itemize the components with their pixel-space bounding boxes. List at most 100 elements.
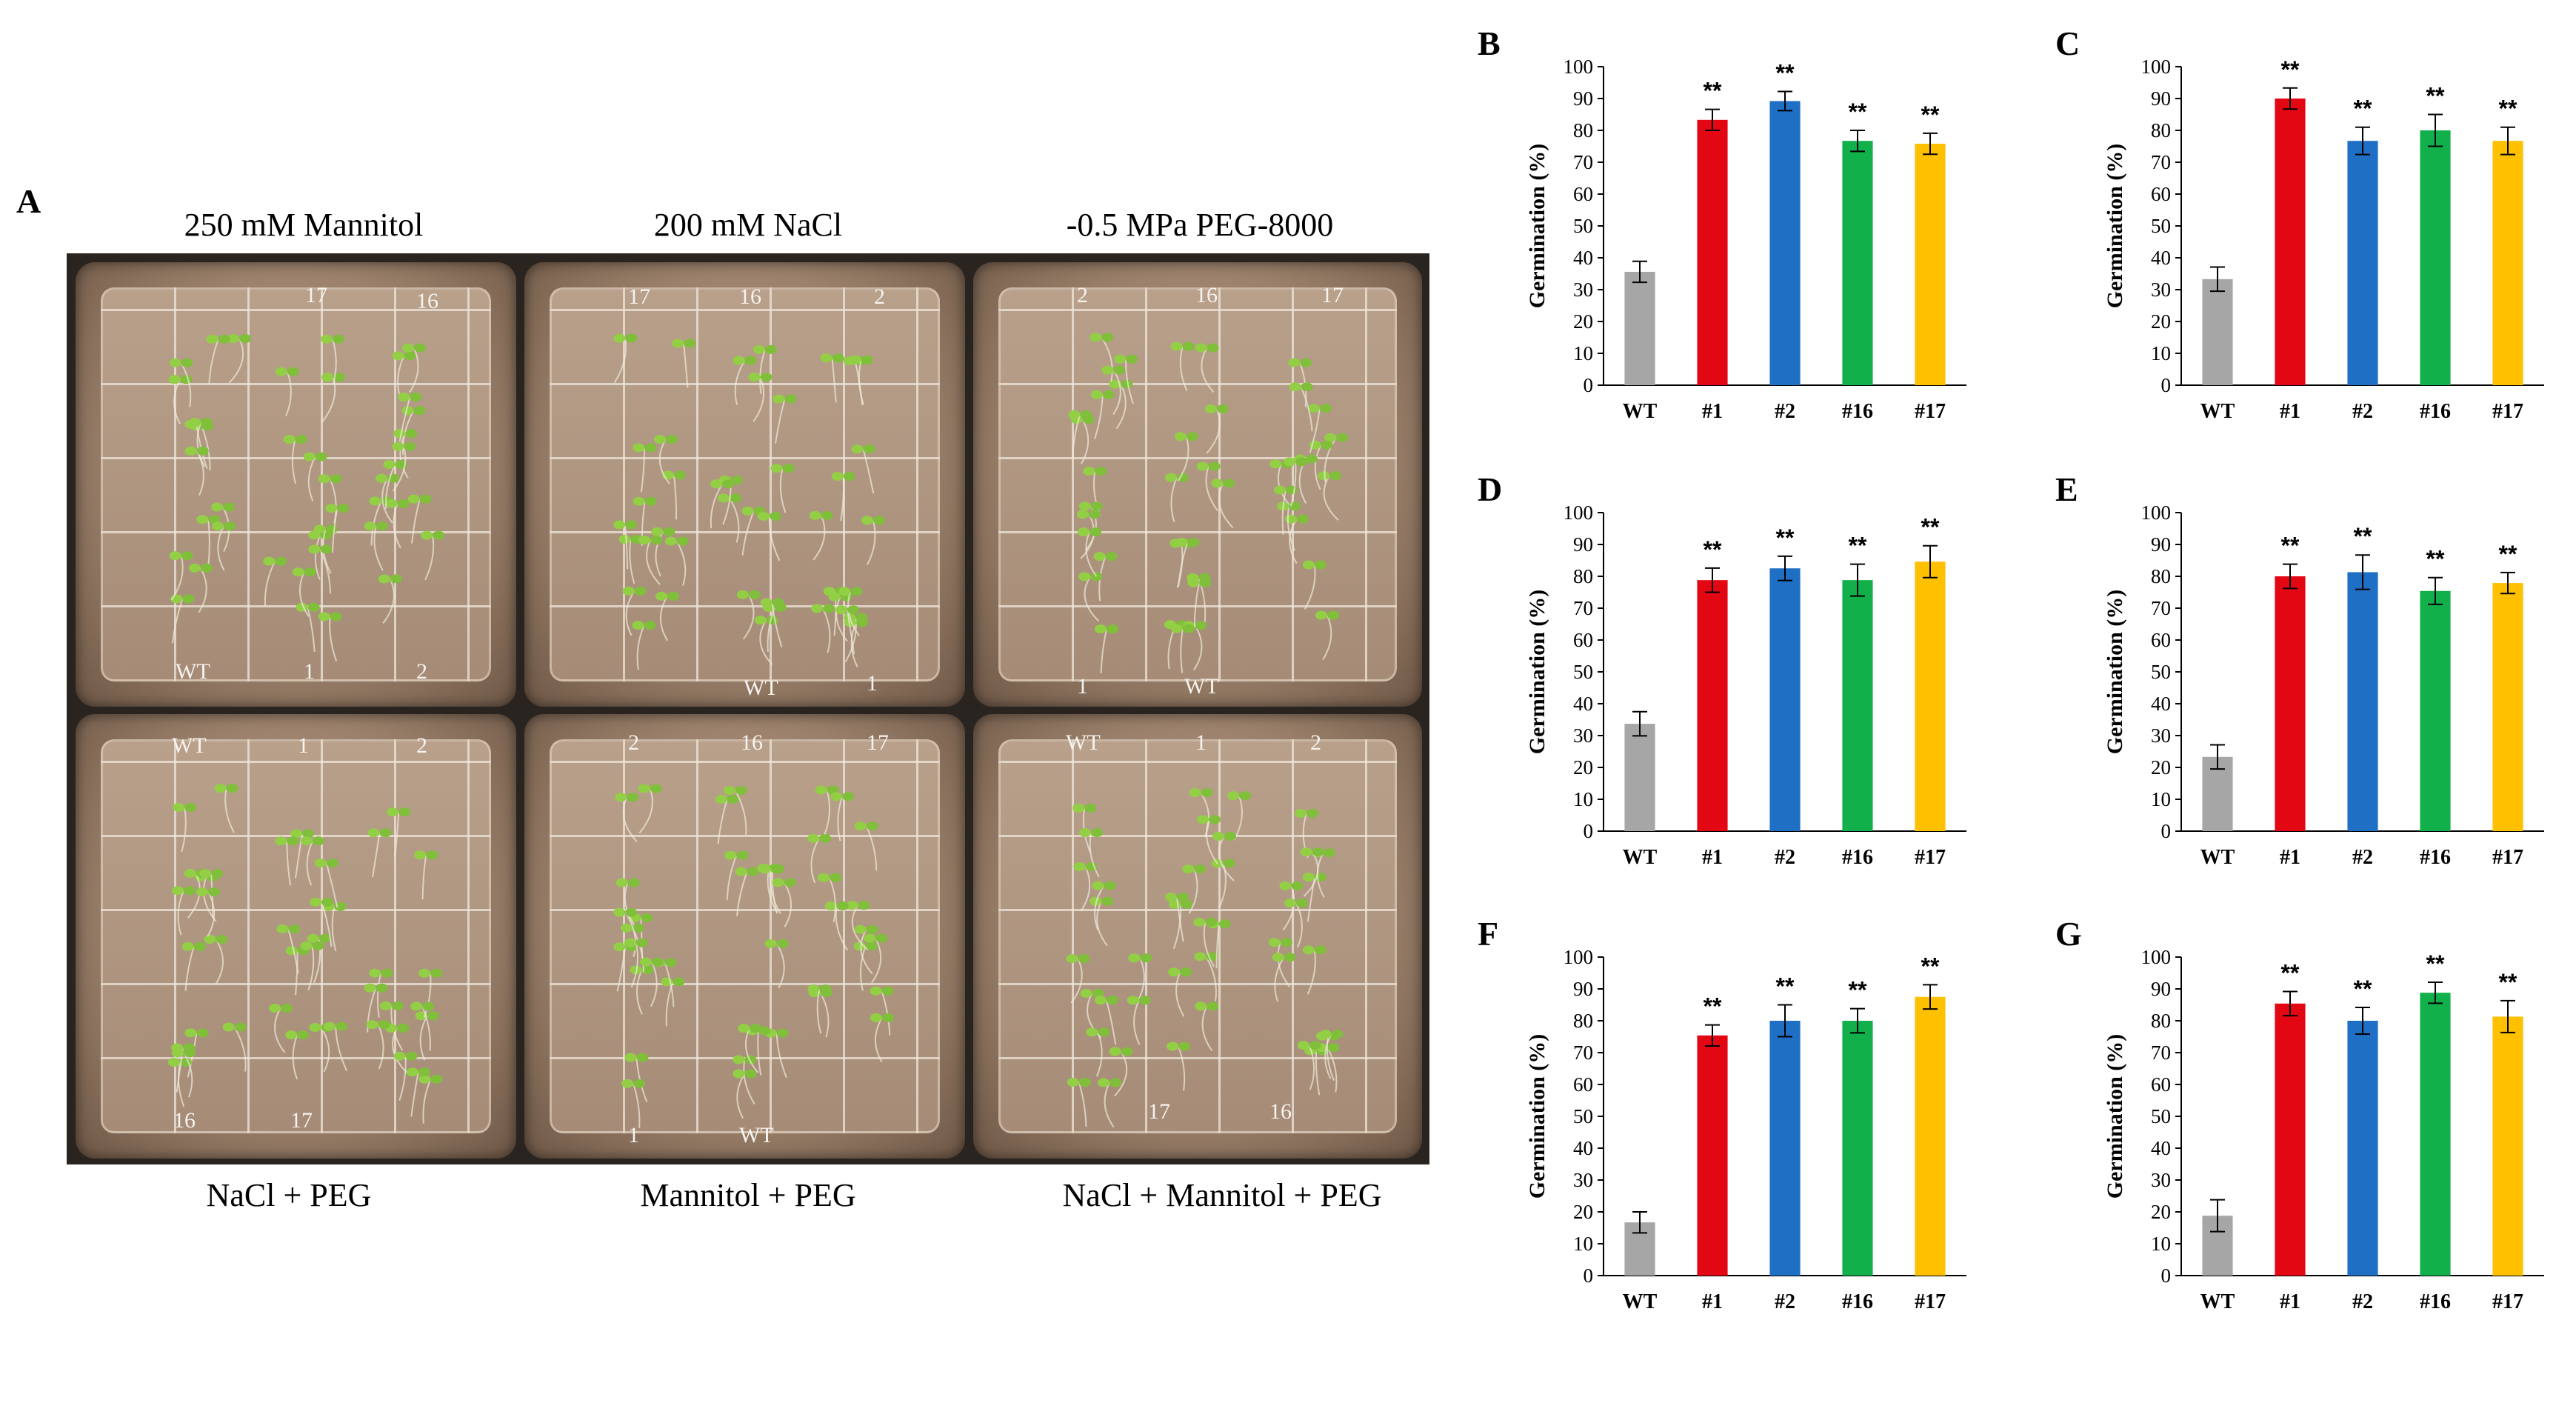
y-tick-label: 100 xyxy=(1564,501,1594,524)
x-tick-label: #17 xyxy=(1915,400,1946,423)
y-tick-label: 0 xyxy=(1584,820,1594,842)
x-tick-label: WT xyxy=(1623,1290,1658,1313)
y-tick-label: 20 xyxy=(1573,1201,1593,1223)
significance-mark: ** xyxy=(2499,969,2517,996)
y-tick-label: 100 xyxy=(1564,946,1594,968)
bar-line-2 xyxy=(1769,101,1801,385)
y-tick-label: 40 xyxy=(2151,693,2171,715)
y-tick-label: 50 xyxy=(1573,215,1593,237)
bar-line-17 xyxy=(2492,141,2523,385)
bar-chart: C 0 10 20 30 40 50 60 70 80 90 100 Germination (%) WT… xyxy=(2055,24,2544,423)
plate-nacl-peg: WT 1 2 16 17 xyxy=(76,714,516,1159)
plate-label: 2 xyxy=(416,659,427,684)
y-tick-label: 50 xyxy=(1573,661,1593,683)
panel-label: E xyxy=(2055,470,2078,508)
y-tick-label: 70 xyxy=(2151,151,2171,173)
plate-label: 17 xyxy=(1148,1099,1170,1124)
bar-line-1 xyxy=(1697,119,1728,385)
plate-mannitol: 17 16 WT 1 2 xyxy=(76,262,516,707)
y-tick-label: 80 xyxy=(2151,565,2171,587)
bar-line-16 xyxy=(1842,1021,1873,1276)
plate-label: 17 xyxy=(305,283,327,307)
y-tick-label: 70 xyxy=(1573,597,1593,619)
significance-mark: ** xyxy=(2354,96,2372,122)
y-tick-label: 10 xyxy=(2151,788,2171,810)
y-tick-label: 80 xyxy=(1573,1010,1593,1032)
x-tick-label: #2 xyxy=(2352,400,2373,423)
plate-title-peg: -0.5 MPa PEG-8000 xyxy=(1066,207,1334,243)
significance-mark: ** xyxy=(1849,533,1867,559)
x-tick-label: #1 xyxy=(2280,400,2300,423)
y-tick-label: 10 xyxy=(1573,1233,1593,1255)
chart-panel-b: B 0 10 20 30 40 50 60 70 80 90 100 Germination (%) WT… xyxy=(1470,22,1989,441)
x-tick-label: #16 xyxy=(2420,1290,2451,1313)
plate-nacl: 17 16 2 WT 1 xyxy=(524,262,965,707)
bar-line-16 xyxy=(1842,580,1873,831)
bar-WT xyxy=(2202,279,2233,385)
significance-mark: ** xyxy=(2426,950,2445,977)
plate-peg: 2 16 17 1 WT xyxy=(973,262,1422,707)
seedlings xyxy=(613,333,885,670)
y-tick-label: 60 xyxy=(1573,183,1593,205)
plate-label: WT xyxy=(176,659,210,684)
y-tick-label: 90 xyxy=(2151,87,2171,110)
y-axis-label: Germination (%) xyxy=(2103,144,2127,308)
bar-line-17 xyxy=(1915,561,1946,831)
x-tick-label: #2 xyxy=(2352,846,2373,869)
y-tick-label: 30 xyxy=(2151,724,2171,747)
y-axis-label: Germination (%) xyxy=(1525,144,1549,308)
plate-label: 16 xyxy=(1269,1099,1292,1124)
bar-line-16 xyxy=(2420,993,2451,1276)
y-tick-label: 0 xyxy=(2161,1264,2172,1287)
plate-title-nacl-mannitol-peg: NaCl + Mannitol + PEG xyxy=(1062,1177,1382,1213)
y-tick-label: 40 xyxy=(1573,693,1593,715)
x-tick-label: #16 xyxy=(1842,1290,1873,1313)
plate-title-nacl-peg: NaCl + PEG xyxy=(206,1177,372,1213)
x-tick-label: #17 xyxy=(1915,1290,1946,1313)
x-tick-label: #1 xyxy=(2280,1290,2300,1313)
plate-label: 1 xyxy=(304,659,315,684)
plate-label: 2 xyxy=(874,284,885,309)
y-tick-label: 20 xyxy=(2151,756,2171,779)
y-tick-label: 0 xyxy=(2161,820,2172,842)
y-tick-label: 10 xyxy=(2151,1233,2171,1255)
plate-nacl-mannitol-peg: WT 1 2 17 16 xyxy=(973,714,1422,1159)
y-tick-label: 10 xyxy=(1573,788,1593,810)
y-tick-label: 90 xyxy=(2151,978,2171,1000)
bar-line-1 xyxy=(2275,1003,2306,1276)
significance-mark: ** xyxy=(1704,536,1722,563)
significance-mark: ** xyxy=(1776,973,1795,1000)
y-tick-label: 50 xyxy=(1573,1105,1593,1127)
plate-label: 17 xyxy=(628,284,650,309)
y-tick-label: 60 xyxy=(2151,1073,2171,1096)
y-tick-label: 90 xyxy=(1573,533,1593,556)
x-tick-label: WT xyxy=(2200,1290,2235,1313)
significance-mark: ** xyxy=(1704,993,1722,1020)
bar-chart: F 0 10 20 30 40 50 60 70 80 90 100 Germination (%) WT… xyxy=(1478,915,1966,1313)
x-tick-label: WT xyxy=(2200,846,2235,869)
y-tick-label: 70 xyxy=(1573,151,1593,173)
y-tick-label: 50 xyxy=(2151,215,2171,237)
significance-mark: ** xyxy=(2426,83,2445,110)
x-tick-label: #1 xyxy=(1702,1290,1723,1313)
plate-label: 2 xyxy=(1310,730,1321,755)
bar-line-1 xyxy=(2275,99,2306,385)
bar-line-16 xyxy=(2420,130,2451,385)
y-tick-label: 30 xyxy=(2151,279,2171,301)
panel-label: B xyxy=(1478,24,1501,62)
y-tick-label: 100 xyxy=(2141,501,2172,524)
x-tick-label: #16 xyxy=(2420,400,2451,423)
plate-label: 2 xyxy=(1077,283,1088,307)
y-tick-label: 40 xyxy=(2151,247,2171,269)
chart-panel-g: G 0 10 20 30 40 50 60 70 80 90 100 Germination (%) WT… xyxy=(2048,913,2566,1331)
y-tick-label: 30 xyxy=(1573,279,1593,301)
significance-mark: ** xyxy=(1849,99,1867,125)
significance-mark: ** xyxy=(2281,56,2300,83)
significance-mark: ** xyxy=(2499,541,2517,567)
y-tick-label: 40 xyxy=(2151,1137,2171,1159)
plate-label: WT xyxy=(744,676,778,700)
y-tick-label: 100 xyxy=(2141,946,2172,968)
y-tick-label: 30 xyxy=(1573,724,1593,747)
panel-label: G xyxy=(2055,915,2082,953)
plate-label: 17 xyxy=(290,1108,313,1133)
